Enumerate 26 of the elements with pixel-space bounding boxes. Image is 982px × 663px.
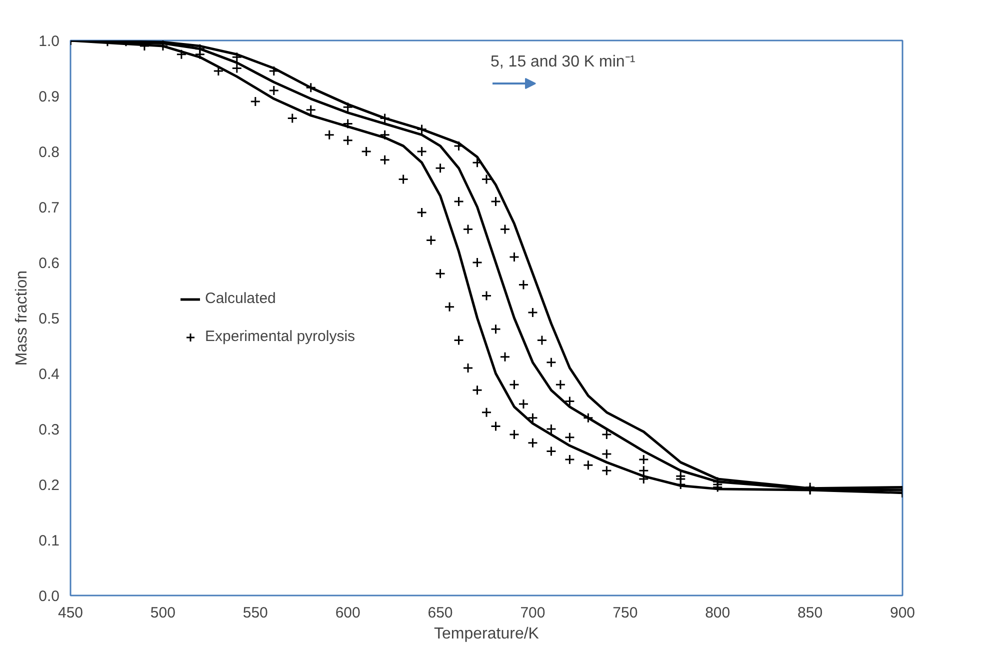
x-tick-label: 500: [150, 604, 176, 622]
annotation: 5, 15 and 30 K min⁻¹: [490, 54, 636, 70]
y-tick-label: 0.8: [38, 144, 60, 161]
y-tick-label: 0.6: [38, 255, 60, 272]
x-tick-label: 750: [612, 604, 638, 622]
x-tick-label: 650: [428, 604, 453, 622]
legend-label: Calculated: [205, 290, 276, 307]
y-tick-label: 0.1: [38, 532, 60, 550]
x-tick-label: 800: [705, 604, 730, 622]
legend-label: Experimental pyrolysis: [205, 328, 356, 345]
y-tick-label: 0.4: [38, 366, 60, 383]
x-tick-label: 450: [58, 604, 84, 622]
y-tick-label: 0.2: [38, 477, 60, 494]
y-tick-label: 0.3: [38, 422, 60, 438]
x-tick-label: 850: [798, 604, 823, 622]
y-axis-title: Mass fraction: [14, 270, 31, 366]
x-tick-label: 550: [242, 604, 268, 622]
y-tick-label: 0.5: [38, 310, 60, 328]
y-tick-label: 1.0: [38, 33, 60, 50]
y-tick-label: 0.7: [38, 200, 60, 216]
x-tick-label: 900: [890, 604, 916, 622]
x-axis-title: Temperature/K: [434, 626, 540, 642]
x-tick-label: 600: [335, 604, 360, 622]
x-tick-label: 700: [520, 604, 546, 622]
y-tick-label: 0.0: [38, 588, 60, 605]
y-tick-label: 0.9: [38, 88, 60, 106]
